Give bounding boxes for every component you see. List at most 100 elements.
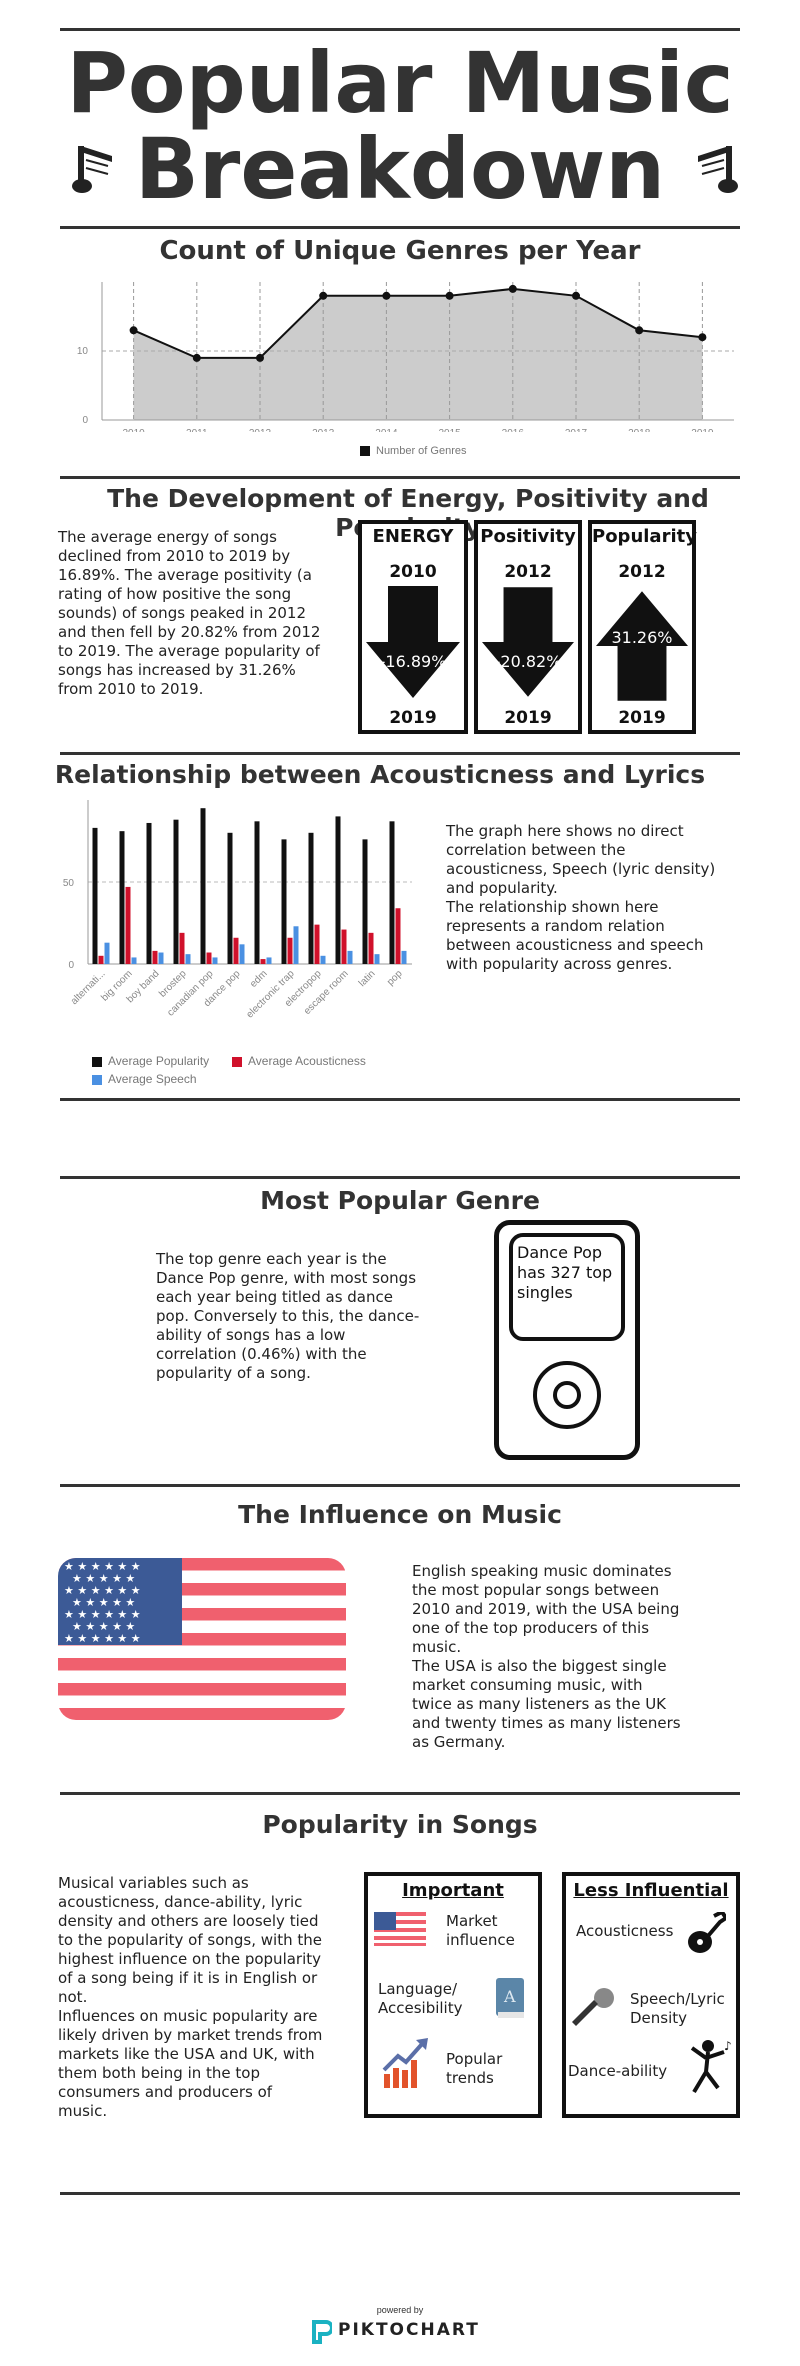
x-tick-label: 2011 — [186, 428, 208, 432]
bar — [266, 957, 272, 964]
x-tick-label: 2014 — [375, 428, 398, 432]
important-box: Important Market influence Language/ Acc… — [364, 1872, 542, 2118]
music-note-icon — [72, 146, 112, 193]
data-point — [445, 291, 454, 300]
important-item-language: Language/ Accesibility — [378, 1980, 463, 2017]
popularity-box-change: 31.26% — [611, 628, 673, 647]
influence-heading: The Influence on Music — [238, 1500, 562, 1529]
bar — [347, 950, 353, 964]
data-point — [382, 291, 391, 300]
bar — [293, 926, 299, 964]
data-point — [508, 284, 517, 293]
acoustic-legend-acousticness: Average Acousticness — [232, 1054, 366, 1068]
page-title: Popular Music Breakdown — [60, 40, 740, 212]
bar — [389, 821, 395, 964]
positivity-box-change: -20.82% — [494, 652, 562, 671]
player-screen: Dance Pop has 327 top singles — [509, 1233, 625, 1341]
genre-legend: Number of Genres — [360, 445, 466, 457]
x-tick-label: 2018 — [628, 428, 651, 432]
less-influential-title: Less Influential — [573, 1880, 729, 1901]
usa-flag-image: ★ ★ ★ ★ ★ ★ ★ ★ ★ ★ ★ ★ ★ ★ ★ ★ ★ ★ ★ ★ … — [58, 1558, 346, 1720]
bar — [368, 932, 374, 964]
songs-text: Musical variables such as acousticness, … — [58, 1874, 323, 2120]
x-tick-label: 2015 — [438, 428, 461, 432]
x-tick-label: 2010 — [122, 428, 145, 432]
energy-box-start: 2010 — [389, 562, 437, 582]
y-tick-label: 0 — [82, 415, 88, 426]
down-arrow-icon — [366, 586, 460, 698]
positivity-box-start: 2012 — [504, 562, 552, 582]
bar — [287, 937, 293, 964]
acoustic-heading: Relationship between Acousticness and Ly… — [54, 760, 706, 789]
genre-legend-label: Number of Genres — [376, 445, 467, 457]
popular-heading: Most Popular Genre — [260, 1186, 540, 1215]
x-tick-label: 2017 — [565, 428, 588, 432]
bar — [395, 908, 401, 964]
up-arrow-icon — [596, 591, 688, 701]
title-line-1: Popular Music — [66, 34, 734, 132]
svg-text:★ ★ ★ ★ ★ ★: ★ ★ ★ ★ ★ ★ — [64, 1608, 141, 1621]
less-item-speech: Speech/Lyric Density — [630, 1990, 725, 2027]
bar — [104, 942, 110, 964]
category-label: alternati... — [69, 968, 108, 1007]
bar — [146, 822, 152, 964]
bar — [98, 955, 104, 964]
music-player-device: Dance Pop has 327 top singles — [494, 1220, 640, 1460]
genre-area-fill — [133, 288, 703, 420]
data-point — [698, 333, 707, 342]
piktochart-brand-text: PIKTOCHART — [338, 2320, 480, 2340]
legend-swatch — [232, 1056, 242, 1067]
bar — [152, 950, 158, 964]
important-title: Important — [402, 1880, 504, 1901]
piktochart-logo[interactable]: PIKTOCHART — [310, 2318, 500, 2344]
x-tick-label: 2012 — [249, 428, 272, 432]
bar — [341, 929, 347, 964]
popularity-box-start: 2012 — [618, 562, 666, 582]
guitar-icon — [688, 1912, 726, 1953]
bar — [158, 952, 164, 964]
data-point — [256, 353, 264, 362]
bar — [374, 954, 380, 964]
svg-text:A: A — [503, 1987, 516, 2006]
player-screen-text: Dance Pop has 327 top singles — [517, 1243, 613, 1302]
svg-text:★ ★ ★ ★ ★ ★: ★ ★ ★ ★ ★ ★ — [64, 1584, 141, 1597]
data-point — [635, 326, 644, 335]
bar — [131, 957, 137, 964]
x-tick-label: 2013 — [312, 428, 335, 432]
legend-swatch — [360, 446, 370, 457]
section-rule — [60, 476, 740, 479]
click-wheel — [533, 1361, 601, 1429]
bar — [227, 832, 233, 964]
music-note-icon — [698, 146, 738, 193]
bar — [314, 924, 320, 964]
category-label: pop — [385, 968, 405, 988]
energy-box-title: ENERGY — [372, 526, 454, 547]
legend-label-popularity: Average Popularity — [108, 1054, 210, 1068]
section-rule — [60, 2192, 740, 2195]
svg-text:★ ★ ★ ★ ★: ★ ★ ★ ★ ★ — [72, 1596, 135, 1609]
less-item-acousticness: Acousticness — [576, 1922, 674, 1940]
popularity-box-title: Popularity — [592, 526, 697, 547]
book-icon: A — [496, 1978, 524, 2018]
y-tick-label: 50 — [63, 878, 75, 889]
bar — [401, 950, 407, 964]
title-line-2: Breakdown — [134, 120, 666, 218]
section-rule — [60, 1484, 740, 1487]
section-rule — [60, 1176, 740, 1179]
data-point — [129, 326, 138, 335]
bar — [212, 957, 218, 964]
wheel-center — [553, 1381, 581, 1409]
legend-label-speech: Average Speech — [108, 1072, 197, 1086]
legend-label-acousticness: Average Acousticness — [248, 1054, 366, 1068]
acoustic-legend-popularity: Average Popularity — [92, 1054, 209, 1068]
energy-box-end: 2019 — [389, 708, 437, 728]
y-tick-label: 0 — [68, 960, 74, 971]
bar — [233, 937, 239, 964]
energy-box: ENERGY 2010 -16.89% 2019 — [358, 520, 468, 734]
energy-text: The average energy of songs declined fro… — [58, 528, 321, 698]
category-label: edm — [248, 968, 270, 990]
popularity-box-end: 2019 — [618, 708, 666, 728]
dancer-icon: ♪ — [690, 2039, 732, 2094]
bar — [185, 954, 191, 964]
